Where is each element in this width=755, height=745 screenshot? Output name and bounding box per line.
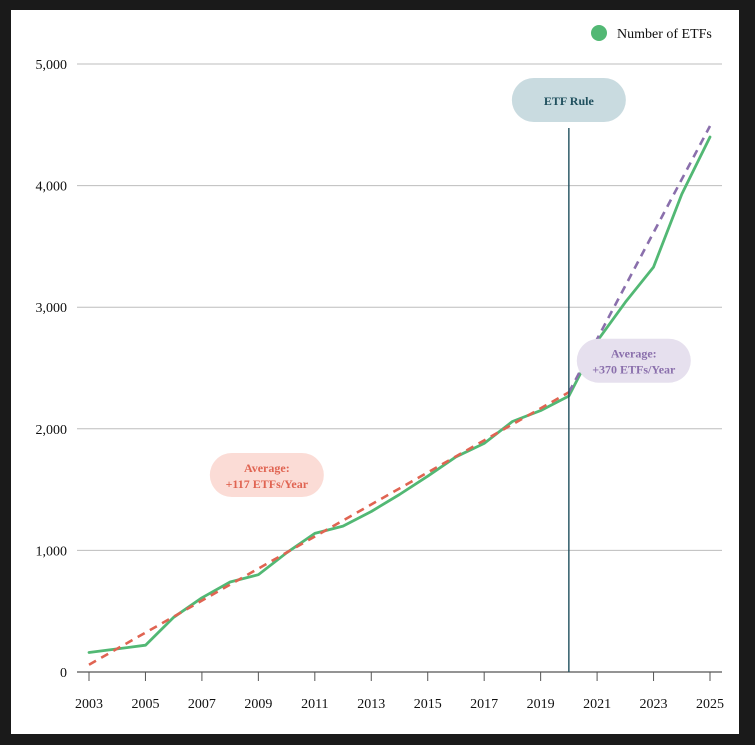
x-tick-label: 2013 (357, 697, 385, 712)
annotation-bg (209, 453, 324, 498)
y-tick-label: 5,000 (36, 58, 68, 73)
trend-line-pre-rule (88, 391, 570, 666)
x-tick-label: 2025 (696, 697, 724, 712)
y-gridlines (77, 63, 722, 673)
x-tick-label: 2015 (414, 697, 442, 712)
annotation-line2: +370 ETFs/Year (592, 363, 676, 377)
annotation-line2: +117 ETFs/Year (226, 477, 309, 491)
series-group (87, 125, 712, 666)
legend-swatch (591, 25, 607, 41)
x-tick-label: 2003 (75, 697, 103, 712)
y-tick-label: 4,000 (36, 180, 68, 195)
y-tick-label: 2,000 (36, 423, 68, 438)
etf-rule-marker: ETF Rule (511, 78, 626, 672)
annotations: Average: +117 ETFs/Year Average: +370 ETFs/… (209, 338, 691, 498)
x-tick-label: 2017 (470, 697, 498, 712)
x-tick-label: 2007 (188, 697, 216, 712)
y-tick-label: 3,000 (36, 301, 68, 316)
x-tick-label: 2009 (244, 697, 272, 712)
x-tick-label: 2023 (640, 697, 668, 712)
x-tick-label: 2005 (131, 697, 159, 712)
y-axis: 0 1,000 2,000 3,000 4,000 5,000 (36, 58, 68, 681)
etf-rule-label: ETF Rule (544, 94, 595, 108)
y-tick-label: 0 (60, 666, 67, 681)
number-of-etfs-line (87, 135, 712, 654)
annotation-line1: Average: (611, 347, 657, 361)
legend-label: Number of ETFs (617, 27, 712, 42)
legend: Number of ETFs (591, 25, 712, 42)
x-axis: 2003 2005 2007 2009 2011 2013 2015 2017 2019 2021… (75, 672, 724, 712)
y-tick-label: 1,000 (36, 544, 68, 559)
annotation-bg (576, 338, 691, 383)
x-tick-label: 2011 (301, 697, 328, 712)
x-tick-label: 2019 (527, 697, 555, 712)
chart-frame: 0 1,000 2,000 3,000 4,000 5,000 2003 2005 2007 2… (11, 10, 739, 734)
etf-rule-label-bg (511, 78, 626, 122)
x-tick-label: 2021 (583, 697, 611, 712)
annotation-line1: Average: (244, 461, 290, 475)
